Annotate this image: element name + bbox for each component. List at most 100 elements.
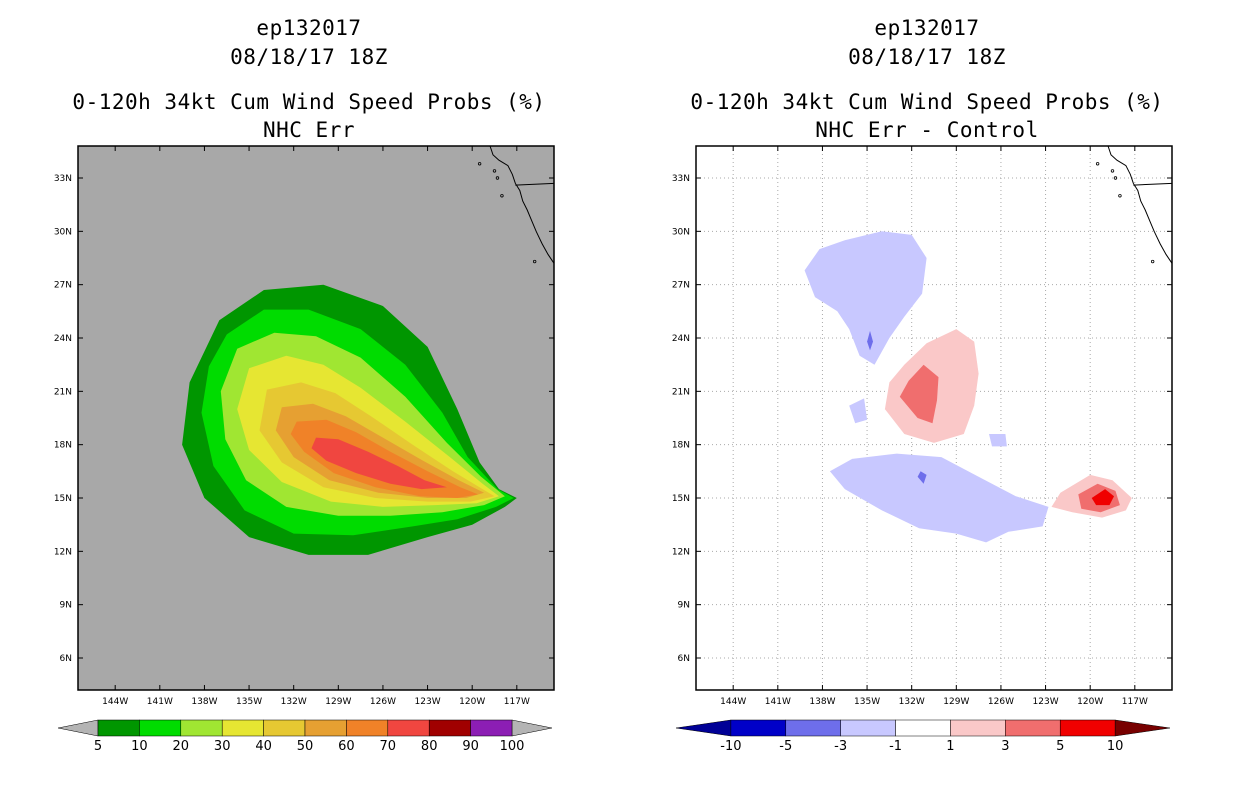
colorbar-label: 1 <box>946 739 954 754</box>
coastline <box>489 145 555 264</box>
colorbar-swatch <box>730 719 787 737</box>
difference-map: 144W 141W 138W 135W 132W 129W 126W 123W 120W 117W… <box>672 145 1173 754</box>
left-panel: ep132017 08/18/17 18Z 0-120h 34kt Cum Wi… <box>54 16 555 754</box>
y-tick-label: 24N <box>672 334 690 344</box>
colorbar-swatch <box>470 719 513 737</box>
y-tick-label: 18N <box>54 441 72 451</box>
contour-level-neg3 <box>867 330 873 351</box>
colorbar-over-triangle <box>511 719 553 737</box>
chart-subtitle: NHC Err - Control <box>815 118 1039 142</box>
colorbar-swatch <box>428 719 471 737</box>
colorbar-label: 70 <box>380 739 397 754</box>
colorbar-label: 30 <box>214 739 231 754</box>
storm-id: ep132017 <box>256 16 362 40</box>
island <box>1118 194 1122 198</box>
x-tick-label: 129W <box>943 697 969 707</box>
x-tick-label: 126W <box>370 697 396 707</box>
x-tick-label: 138W <box>191 697 217 707</box>
colorbar-label: -5 <box>779 739 792 754</box>
x-tick-label: 132W <box>281 697 307 707</box>
island <box>532 259 537 264</box>
colorbar-under-triangle <box>57 719 99 737</box>
storm-id: ep132017 <box>874 16 980 40</box>
colorbar-swatch <box>180 719 223 737</box>
y-tick-label: 9N <box>60 601 72 611</box>
island <box>1113 176 1118 180</box>
y-tick-label: 27N <box>54 281 72 291</box>
chart-title: 0-120h 34kt Cum Wind Speed Probs (%) <box>72 90 546 114</box>
colorbar-over-triangle <box>1114 719 1171 737</box>
x-tick-label: 141W <box>147 697 173 707</box>
island <box>1095 162 1100 166</box>
x-tick-label: 129W <box>325 697 351 707</box>
colorbar-label: -10 <box>720 739 741 754</box>
x-tick-label: 135W <box>236 697 262 707</box>
contour-level-5 <box>1091 489 1114 506</box>
plot-frame <box>695 145 1173 691</box>
colorbar-label: 60 <box>338 739 355 754</box>
colorbar-label: 10 <box>1107 739 1124 754</box>
x-tick-label: 123W <box>1033 697 1059 707</box>
y-tick-label: 12N <box>672 547 690 557</box>
colorbar-swatch <box>346 719 389 737</box>
island <box>477 162 482 166</box>
colorbar-swatch <box>263 719 306 737</box>
colorbar-swatch <box>97 719 140 737</box>
x-tick-label: 117W <box>1122 697 1148 707</box>
colorbar-swatch <box>895 719 951 737</box>
contour-level-neg1 <box>849 398 868 424</box>
y-tick-label: 6N <box>60 654 72 664</box>
x-tick-label: 144W <box>720 697 746 707</box>
y-tick-label: 9N <box>678 601 690 611</box>
x-tick-label: 141W <box>765 697 791 707</box>
island <box>1110 169 1115 173</box>
contour-level-3 <box>899 364 939 424</box>
colorbar-label: 40 <box>255 739 272 754</box>
y-tick-label: 15N <box>54 494 72 504</box>
y-tick-label: 21N <box>672 387 690 397</box>
plot-frame <box>77 145 555 691</box>
contour-level-neg1 <box>804 231 927 365</box>
y-tick-label: 6N <box>678 654 690 664</box>
colorbar-swatch <box>304 719 347 737</box>
x-tick-label: 120W <box>459 697 485 707</box>
colorbar-label: 20 <box>173 739 190 754</box>
border-line <box>515 182 555 186</box>
y-tick-label: 12N <box>54 547 72 557</box>
colorbar-under-triangle <box>675 719 732 737</box>
x-tick-label: 117W <box>504 697 530 707</box>
border-line <box>1133 182 1173 186</box>
contour-level-neg1 <box>989 434 1007 447</box>
right-panel: ep132017 08/18/17 18Z 0-120h 34kt Cum Wi… <box>618 0 1236 800</box>
y-tick-label: 33N <box>672 174 690 184</box>
island <box>495 176 500 180</box>
coastline <box>1107 145 1173 264</box>
y-tick-label: 24N <box>54 334 72 344</box>
colorbar-label: -3 <box>834 739 847 754</box>
colorbar-label: 5 <box>94 739 102 754</box>
colorbar-label: -1 <box>889 739 902 754</box>
island <box>1150 259 1155 264</box>
y-tick-label: 30N <box>672 227 690 237</box>
colorbar-label: 50 <box>297 739 314 754</box>
colorbar-swatch <box>785 719 841 737</box>
colorbar-label: 5 <box>1056 739 1064 754</box>
x-tick-label: 138W <box>809 697 835 707</box>
x-tick-label: 144W <box>102 697 128 707</box>
contour-level-70 <box>311 437 447 490</box>
colorbar-swatch <box>221 719 264 737</box>
x-tick-label: 123W <box>415 697 441 707</box>
y-tick-label: 21N <box>54 387 72 397</box>
colorbar-label: 90 <box>462 739 479 754</box>
y-tick-label: 18N <box>672 441 690 451</box>
colorbar-swatch <box>387 719 430 737</box>
date-time: 08/18/17 18Z <box>848 45 1006 69</box>
chart-title: 0-120h 34kt Cum Wind Speed Probs (%) <box>690 90 1164 114</box>
y-tick-label: 27N <box>672 281 690 291</box>
x-tick-label: 126W <box>988 697 1014 707</box>
colorbar-swatch <box>1005 719 1061 737</box>
y-tick-label: 30N <box>54 227 72 237</box>
colorbar-label: 3 <box>1001 739 1009 754</box>
colorbar-label: 10 <box>131 739 148 754</box>
y-tick-label: 33N <box>54 174 72 184</box>
